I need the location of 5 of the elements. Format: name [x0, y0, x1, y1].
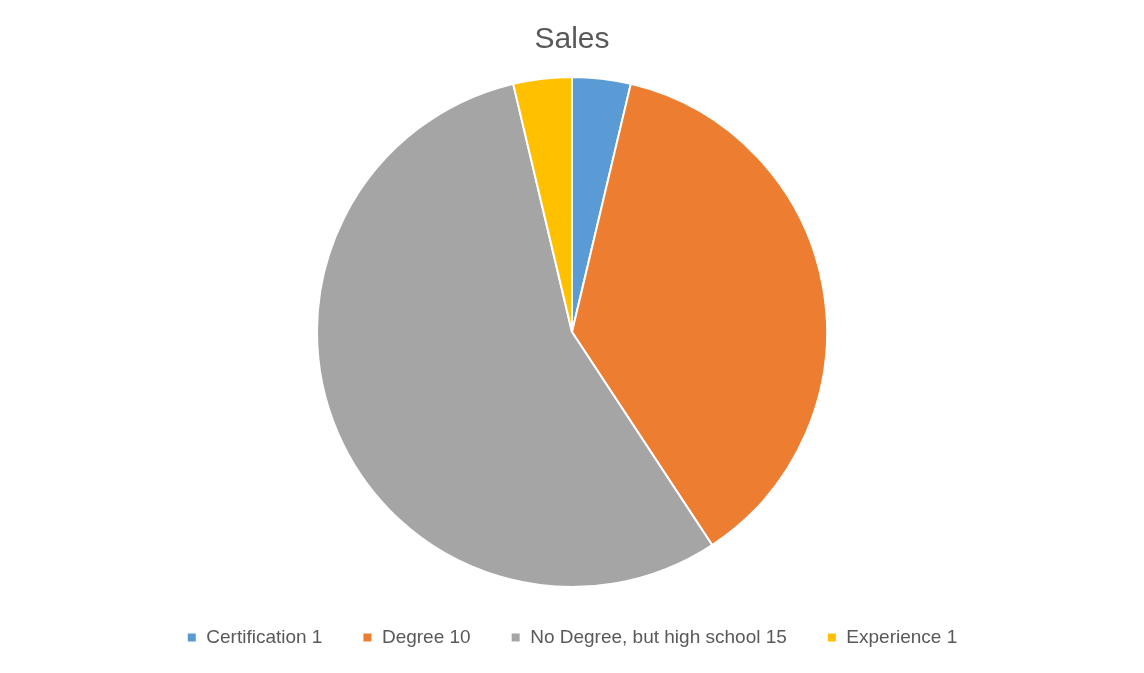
legend-label: Degree 10 [381, 625, 471, 647]
chart-title: Sales [534, 21, 610, 55]
legend-label: Experience 1 [846, 625, 958, 647]
legend-label: No Degree, but high school 15 [530, 625, 787, 647]
legend-label: Certification 1 [206, 625, 323, 647]
